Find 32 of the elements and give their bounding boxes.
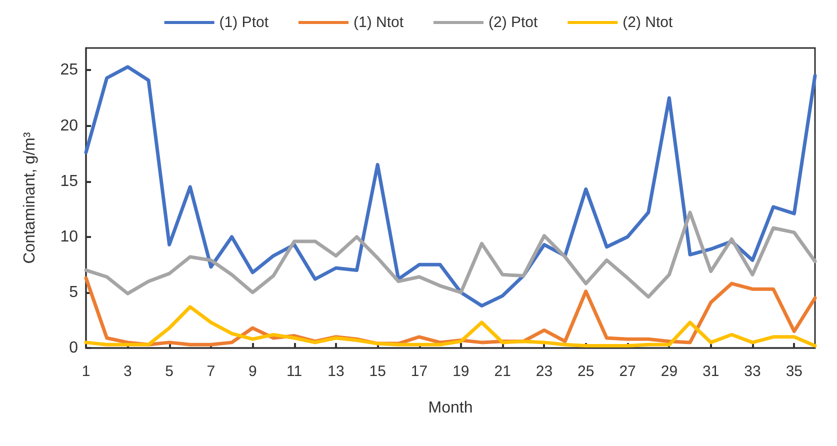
x-tick-label: 5: [165, 363, 174, 380]
legend-label: (1) Ntot: [353, 14, 404, 31]
y-tick-label: 10: [60, 228, 78, 246]
y-tick-label: 25: [60, 62, 78, 79]
x-tick-label: 9: [248, 363, 257, 380]
x-tick-label: 21: [494, 363, 511, 380]
y-tick-label: 15: [60, 172, 78, 190]
line-series: [84, 210, 817, 299]
legend-label: (1) Ptot: [219, 14, 270, 31]
legend-label: (2) Ntot: [622, 14, 674, 31]
x-tick-label: 11: [286, 363, 302, 380]
x-tick-label: 3: [123, 363, 132, 380]
line-series: [84, 65, 817, 308]
x-tick-label: 27: [619, 363, 636, 380]
x-tick-label: 15: [369, 363, 386, 380]
x-tick-label: 35: [786, 363, 803, 380]
x-tick-label: 1: [82, 363, 90, 380]
x-axis-title: Month: [428, 400, 473, 416]
legend-label: (2) Ptot: [488, 14, 539, 31]
y-tick-label: 5: [69, 284, 78, 301]
x-tick-label: 31: [702, 363, 720, 380]
x-tick-label: 29: [660, 363, 678, 380]
x-tick-label: 17: [410, 363, 428, 380]
x-tick-label: 7: [206, 363, 216, 380]
x-tick-label: 13: [328, 363, 344, 380]
x-tick-label: 25: [578, 363, 594, 380]
x-tick-label: 33: [744, 363, 761, 380]
y-tick-label: 0: [69, 340, 78, 356]
x-tick-label: 23: [536, 363, 553, 380]
x-tick-label: 19: [452, 363, 470, 380]
y-axis-title: Contaminant, g/m³: [22, 132, 38, 264]
y-tick-label: 20: [60, 117, 78, 134]
